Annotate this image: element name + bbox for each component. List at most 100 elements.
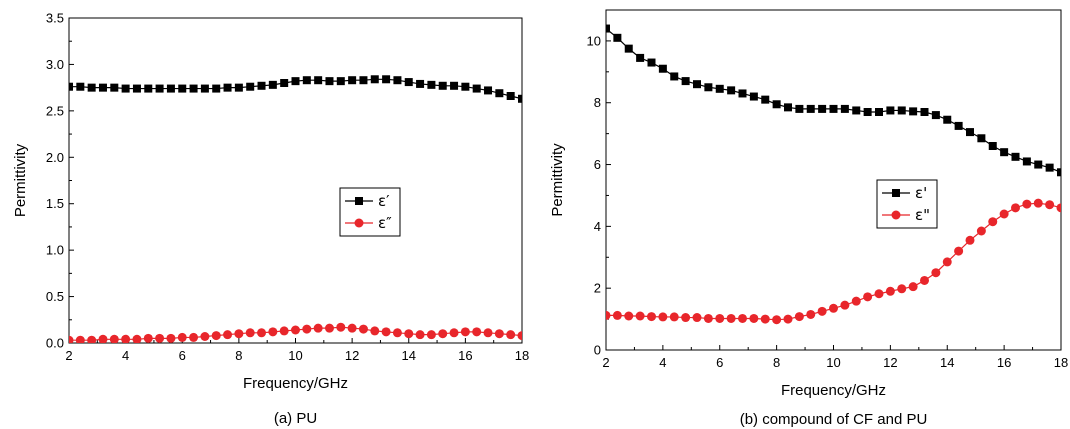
data-point xyxy=(977,134,986,143)
data-point xyxy=(942,257,952,267)
data-point xyxy=(636,53,645,62)
data-point xyxy=(818,104,827,113)
data-point xyxy=(234,83,243,92)
data-point xyxy=(506,92,515,100)
data-point xyxy=(404,78,413,87)
data-point xyxy=(988,142,997,150)
data-point xyxy=(416,79,425,88)
data-point xyxy=(347,323,357,333)
series-imaginary xyxy=(69,322,522,343)
y-tick-label: 3.0 xyxy=(46,57,64,72)
data-point xyxy=(212,84,221,93)
data-point xyxy=(851,296,861,306)
data-point xyxy=(392,328,402,338)
data-point xyxy=(931,111,940,120)
legend-marker xyxy=(891,210,901,220)
data-point xyxy=(909,107,918,116)
data-point xyxy=(506,330,516,340)
data-point xyxy=(291,325,300,335)
x-tick-label: 16 xyxy=(458,348,472,363)
data-point xyxy=(279,326,289,336)
data-point xyxy=(359,76,368,85)
y-tick-label: 2.5 xyxy=(46,103,64,118)
data-point xyxy=(483,328,493,338)
data-point xyxy=(749,92,758,101)
data-point xyxy=(612,310,622,320)
data-point xyxy=(658,64,667,73)
data-point xyxy=(178,84,187,93)
x-tick-label: 6 xyxy=(179,348,186,363)
data-point xyxy=(772,315,782,325)
data-point xyxy=(863,292,873,302)
data-point xyxy=(324,323,334,333)
data-point xyxy=(606,310,611,320)
data-point xyxy=(897,106,906,115)
data-point xyxy=(460,327,470,337)
legend-item: ε′ xyxy=(345,192,390,210)
data-point xyxy=(738,313,747,323)
data-point xyxy=(314,76,323,85)
data-point xyxy=(806,309,816,319)
data-point xyxy=(885,286,895,296)
y-tick-label: 1.0 xyxy=(46,243,64,258)
x-axis-title: Frequency/GHz xyxy=(781,382,886,399)
legend: ε′ ε″ xyxy=(339,187,401,237)
legend: ε' ε" xyxy=(876,179,938,229)
data-point xyxy=(715,84,724,93)
data-point xyxy=(920,108,929,116)
data-point xyxy=(121,334,131,343)
data-point xyxy=(189,332,199,342)
x-tick-label: 12 xyxy=(345,348,359,363)
legend-label: ε′ xyxy=(378,192,390,210)
data-point xyxy=(681,313,691,323)
data-point xyxy=(954,246,964,256)
data-point xyxy=(438,329,448,339)
data-point xyxy=(658,312,668,322)
y-tick-label: 2 xyxy=(594,281,601,296)
y-tick-label: 2.0 xyxy=(46,150,64,165)
x-tick-label: 18 xyxy=(515,348,529,363)
data-point xyxy=(886,106,895,115)
data-point xyxy=(703,313,713,323)
data-point xyxy=(166,333,176,343)
data-point xyxy=(988,217,998,227)
data-point xyxy=(1045,163,1054,172)
y-tick-label: 0 xyxy=(594,343,601,358)
data-point xyxy=(200,332,210,341)
x-tick-label: 14 xyxy=(402,348,416,363)
data-point xyxy=(635,311,645,321)
data-point xyxy=(999,209,1009,219)
data-point xyxy=(449,328,459,338)
data-point xyxy=(1022,199,1032,209)
data-point xyxy=(313,323,323,333)
figure-caption: (b) compound of CF and PU xyxy=(740,411,928,428)
x-tick-label: 2 xyxy=(65,348,72,363)
data-point xyxy=(302,76,311,85)
data-point xyxy=(794,312,804,322)
data-point xyxy=(268,327,278,337)
y-tick-label: 8 xyxy=(594,95,601,110)
data-point xyxy=(223,330,233,340)
data-point xyxy=(110,83,119,92)
data-point xyxy=(280,79,289,87)
data-point xyxy=(1033,198,1043,208)
data-point xyxy=(257,81,266,90)
data-point xyxy=(189,84,198,93)
series-real xyxy=(606,24,1061,177)
data-point xyxy=(760,314,770,324)
x-tick-label: 8 xyxy=(773,355,780,370)
chart-panel-b: 2 4 6 8 10 12 14 16 180246810Frequency/GHzPermit… xyxy=(549,9,1068,428)
data-point xyxy=(336,77,345,86)
data-point xyxy=(69,82,73,91)
chart-panel-a: 2 4 6 8 10 12 14 16 18 0.0 0.5 1.0 1.5 2.0 2.5 3.0 3.5 Fr… xyxy=(12,11,529,428)
x-tick-label: 16 xyxy=(997,355,1011,370)
data-point xyxy=(727,86,736,95)
legend-label: ε" xyxy=(915,206,930,224)
legend-item: ε" xyxy=(882,206,930,224)
data-point xyxy=(692,313,702,323)
data-point xyxy=(795,104,804,113)
data-point xyxy=(415,330,425,340)
y-tick-label: 4 xyxy=(594,219,601,234)
data-point xyxy=(829,303,838,313)
